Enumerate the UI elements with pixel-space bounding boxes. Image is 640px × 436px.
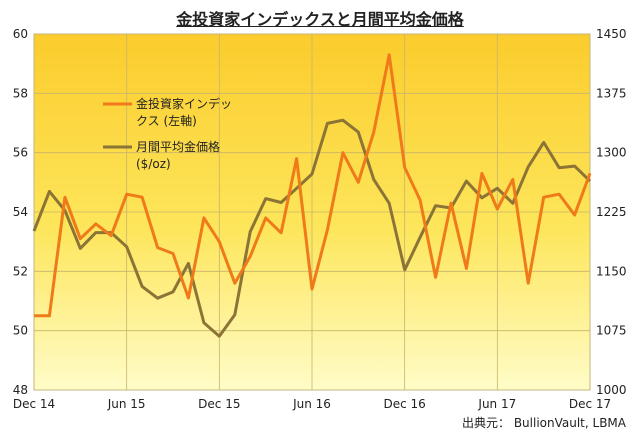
right-axis: 1000 1075 1150 1225 1300 1375 1450 xyxy=(596,27,627,397)
left-tick-label: 58 xyxy=(13,86,28,100)
legend-label-gold-investor-index-line2: クス (左軸) xyxy=(136,113,197,128)
right-tick-label: 1150 xyxy=(596,264,627,278)
series-lines xyxy=(32,53,592,338)
right-tick-label: 1450 xyxy=(596,27,627,41)
left-tick-label: 52 xyxy=(13,264,28,278)
right-tick-label: 1000 xyxy=(596,383,627,397)
left-tick-label: 56 xyxy=(13,146,28,160)
right-tick-label: 1375 xyxy=(596,86,627,100)
x-tick-label: Dec 16 xyxy=(384,397,426,411)
legend: 金投資家インデッ クス (左軸) 月間平均金価格 ($/oz) xyxy=(103,96,232,171)
legend-label-gold-price-line1: 月間平均金価格 xyxy=(136,139,220,154)
chart-title: 金投資家インデックスと月間平均金価格 xyxy=(176,10,464,29)
right-tick-label: 1225 xyxy=(596,205,627,219)
source-note: 出典元： BullionVault, LBMA xyxy=(462,416,626,430)
left-tick-label: 50 xyxy=(13,324,28,338)
x-tick-label: Dec 14 xyxy=(13,397,55,411)
left-tick-label: 54 xyxy=(13,205,28,219)
right-tick-label: 1300 xyxy=(596,146,627,160)
series-line-gold-price xyxy=(32,118,592,338)
x-tick-label: Jun 17 xyxy=(477,397,516,411)
x-axis: Dec 14 Jun 15 Dec 15 Jun 16 Dec 16 Jun 17 Dec … xyxy=(13,397,611,411)
left-tick-label: 60 xyxy=(13,27,28,41)
legend-label-gold-price-line2: ($/oz) xyxy=(136,157,171,171)
x-tick-label: Dec 17 xyxy=(569,397,611,411)
left-tick-label: 48 xyxy=(13,383,28,397)
series-line-gold-investor-index xyxy=(34,53,592,318)
x-tick-label: Jun 16 xyxy=(292,397,331,411)
x-tick-label: Jun 15 xyxy=(107,397,146,411)
x-tick-label: Dec 15 xyxy=(198,397,240,411)
legend-label-gold-investor-index-line1: 金投資家インデッ xyxy=(136,96,232,111)
left-axis: 48 50 52 54 56 58 60 xyxy=(13,27,28,397)
right-tick-label: 1075 xyxy=(596,324,627,338)
grid xyxy=(33,33,591,391)
